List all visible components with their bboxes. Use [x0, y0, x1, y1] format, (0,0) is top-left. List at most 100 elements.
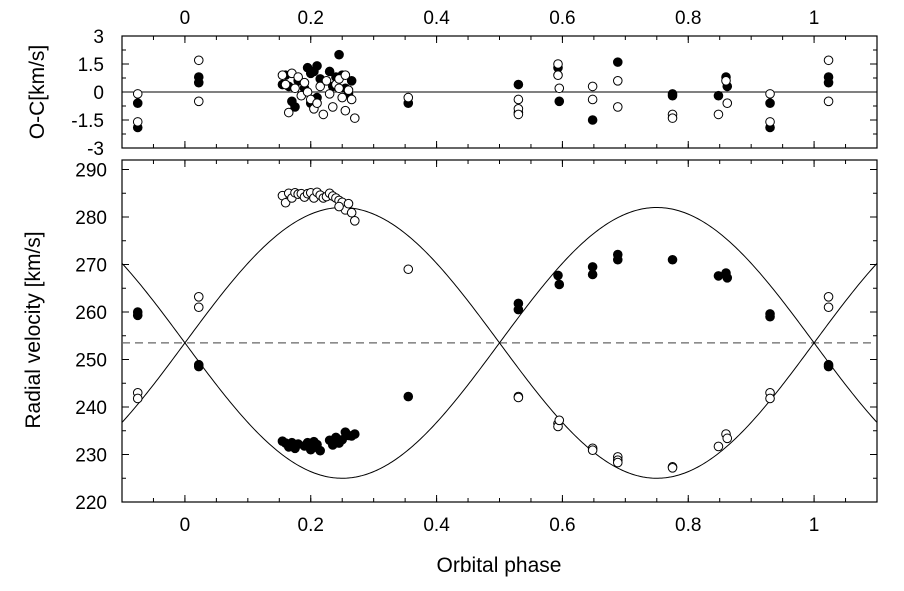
residual-open-point: [587, 94, 598, 105]
rv-open-point: [334, 201, 344, 212]
rv-y-tick-label: 220: [75, 493, 107, 514]
residual-filled-point: [765, 98, 775, 108]
residual-filled-point: [324, 66, 335, 77]
top-x-tick-label: 0.8: [675, 8, 701, 29]
x-axis-label: Orbital phase: [437, 554, 562, 577]
rv-filled-point: [312, 439, 322, 450]
rv-open-point: [513, 392, 524, 403]
residual-open-point: [713, 109, 724, 120]
residual-filled-point: [554, 96, 565, 107]
residual-open-point: [553, 59, 563, 69]
residual-open-point: [587, 81, 598, 92]
rv-filled-point: [765, 311, 775, 322]
residual-open-point: [321, 76, 332, 86]
rv-filled-point: [132, 307, 143, 317]
rv-y-tick-label: 260: [75, 303, 107, 324]
rv-open-point: [722, 433, 733, 444]
residual-open-point: [721, 76, 731, 86]
rv-x-tick-label: 1: [809, 515, 820, 536]
residual-open-point: [312, 98, 322, 108]
residual-filled-point: [667, 89, 678, 99]
residual-open-point: [765, 89, 775, 99]
residual-open-point: [612, 102, 623, 112]
residual-open-point: [765, 117, 775, 127]
rv-x-tick-label: 0.8: [675, 515, 701, 536]
residual-open-point: [290, 83, 300, 94]
rv-y-tick-label: 230: [75, 446, 107, 467]
rv-open-point: [823, 292, 834, 302]
rv-filled-point: [612, 254, 623, 265]
rv-points: [132, 187, 834, 473]
rv-y-axis-label: Radial velocity [km/s]: [22, 231, 45, 428]
top-x-tick-label: 0.6: [549, 8, 575, 29]
residual-open-point: [554, 83, 565, 94]
rv-filled-point: [403, 391, 414, 402]
rv-y-tick-label: 270: [75, 256, 107, 277]
residual-filled-point: [346, 76, 357, 86]
residual-open-point: [823, 55, 834, 66]
rv-open-point: [554, 415, 565, 426]
residual-open-point: [280, 79, 291, 90]
residuals-panel: 0 0.2 0.4 0.6 0.8 1 3 1.5 0 -1.5 -3 O-C[km/s]: [26, 8, 878, 160]
rv-x-tick-label: 0.2: [298, 515, 324, 536]
rv-open-point: [193, 292, 204, 302]
residual-open-point: [349, 113, 360, 123]
residual-open-point: [193, 96, 204, 107]
residual-filled-point: [132, 98, 143, 108]
residual-open-point: [346, 94, 357, 105]
rv-filled-point: [513, 304, 524, 315]
rv-y-tick-label: 290: [75, 161, 107, 182]
residual-filled-point: [713, 90, 724, 101]
residual-open-point: [283, 107, 294, 118]
residual-open-point: [403, 92, 414, 103]
rv-y-tick-label: 240: [75, 398, 107, 419]
residuals-y-tick-label: 1.5: [78, 55, 104, 76]
rv-open-point: [132, 393, 143, 404]
rv-open-point: [823, 302, 834, 313]
residual-open-point: [513, 94, 524, 105]
rv-x-tick-label: 0: [180, 515, 191, 536]
rv-model-curve-open: [121, 206, 878, 479]
rv-filled-point: [554, 279, 565, 290]
residuals-y-tick-label: -3: [87, 139, 104, 160]
residual-filled-point: [823, 72, 834, 82]
residual-filled-point: [193, 72, 204, 82]
rv-filled-point: [587, 269, 598, 280]
rv-open-point: [403, 264, 414, 275]
rv-open-point: [193, 302, 204, 313]
rv-filled-point: [553, 270, 563, 281]
residuals-y-axis-label: O-C[km/s]: [26, 45, 49, 140]
top-x-tick-label: 0.4: [423, 8, 450, 29]
rv-axes: 0 0.2 0.4 0.6 0.8 1 220 230 240 250 260 270 280 290: [75, 160, 878, 536]
residuals-points: [132, 49, 834, 133]
rv-open-point: [667, 463, 678, 473]
residual-open-point: [132, 117, 143, 127]
residual-open-point: [315, 81, 325, 92]
residual-open-point: [337, 92, 348, 103]
residual-open-point: [193, 55, 204, 66]
residual-filled-point: [612, 57, 623, 67]
rv-filled-point: [193, 361, 204, 372]
rv-open-point: [713, 441, 724, 452]
residual-open-point: [318, 109, 329, 120]
residual-filled-point: [587, 115, 598, 125]
rv-open-point: [343, 198, 354, 209]
top-x-tick-label: 1: [809, 8, 820, 29]
top-x-tick-label: 0: [180, 8, 191, 29]
residuals-y-tick-label: 0: [93, 83, 104, 104]
rv-open-point: [765, 393, 775, 404]
rv-panel: 0 0.2 0.4 0.6 0.8 1 220 230 240 250 260 270 280 290 R…: [22, 159, 878, 577]
rv-open-point: [349, 216, 360, 226]
rv-filled-point: [722, 273, 733, 283]
rv-y-tick-label: 250: [75, 351, 107, 372]
residual-open-point: [823, 96, 834, 107]
rv-open-point: [346, 207, 357, 218]
rv-filled-point: [823, 361, 834, 372]
residual-open-point: [343, 85, 354, 95]
residual-open-point: [553, 70, 563, 80]
residual-filled-point: [290, 102, 300, 112]
rv-x-tick-label: 0.4: [423, 515, 450, 536]
rv-open-point: [280, 197, 291, 208]
rv-filled-point: [349, 429, 360, 439]
residual-open-point: [327, 102, 338, 112]
